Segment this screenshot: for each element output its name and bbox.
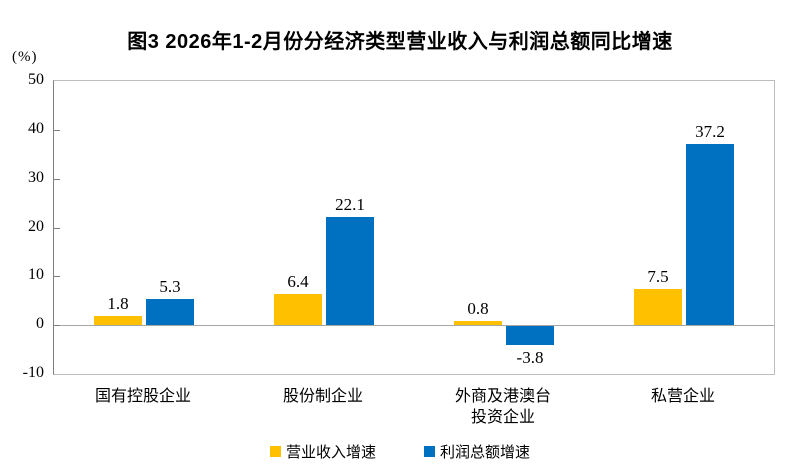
y-axis-tick xyxy=(54,325,60,327)
bar-series1-cat2 xyxy=(274,293,322,326)
value-label: 6.4 xyxy=(287,271,309,291)
category-label: 外商及港澳台 投资企业 xyxy=(454,388,551,426)
y-axis-tick xyxy=(54,227,60,229)
category-label: 股份制企业 xyxy=(282,388,363,405)
plot-area: 1.8 6.4 0.8 7.5 5.3 22.1 -3.8 37.2 xyxy=(53,80,775,375)
bar-series2-cat3 xyxy=(506,326,554,345)
value-label: 0.8 xyxy=(467,299,489,319)
legend-swatch-icon xyxy=(269,446,281,457)
value-label: 5.3 xyxy=(159,277,181,297)
y-tick-label: 20 xyxy=(28,217,44,235)
y-axis-unit-label: (%) xyxy=(12,49,38,65)
chart-legend: 营业收入增速 利润总额增速 xyxy=(0,441,800,462)
y-tick-label: -10 xyxy=(22,364,44,381)
legend-label: 营业收入增速 xyxy=(285,445,376,461)
chart-title: 图3 2026年1-2月份分经济类型营业收入与利润总额同比增速 xyxy=(127,31,673,53)
y-tick-label: 50 xyxy=(28,71,44,88)
value-label: 37.2 xyxy=(695,121,725,141)
value-label: 7.5 xyxy=(647,266,669,286)
bar-series2-cat2 xyxy=(326,217,374,326)
value-label: 22.1 xyxy=(335,195,365,215)
bar-series1-cat3 xyxy=(454,321,502,326)
bar-series2-cat4 xyxy=(686,143,734,326)
y-tick-label: 40 xyxy=(28,119,44,137)
bar-series1-cat4 xyxy=(634,288,682,326)
y-axis-tick xyxy=(54,129,60,131)
zero-gridline xyxy=(54,325,774,327)
y-axis-tick xyxy=(54,178,60,180)
bar-series1-cat1 xyxy=(94,316,142,326)
legend-item: 利润总额增速 xyxy=(424,441,530,462)
value-label: 1.8 xyxy=(107,294,129,314)
y-axis-tick xyxy=(54,276,60,278)
value-label: -3.8 xyxy=(516,347,544,367)
legend-item: 营业收入增速 xyxy=(269,441,376,462)
legend-swatch-icon xyxy=(424,446,435,457)
category-label: 私营企业 xyxy=(650,388,715,405)
category-label: 国有控股企业 xyxy=(94,388,191,405)
legend-label: 利润总额增速 xyxy=(440,445,531,461)
y-tick-label: 10 xyxy=(28,266,44,284)
bar-series2-cat1 xyxy=(146,299,194,326)
y-tick-label: 30 xyxy=(28,168,44,186)
y-tick-label: 0 xyxy=(36,315,44,333)
